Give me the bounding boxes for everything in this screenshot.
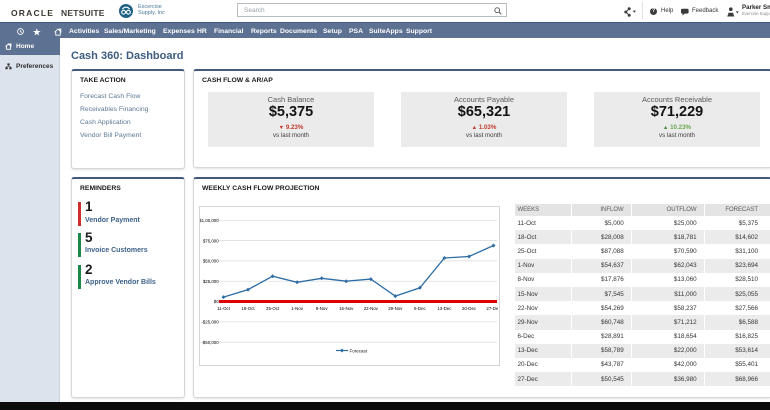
svg-text:$50,000: $50,000 <box>203 259 219 264</box>
svg-text:8-Nov: 8-Nov <box>316 306 329 311</box>
svg-text:22-Nov: 22-Nov <box>364 306 379 311</box>
svg-text:20-Dec: 20-Dec <box>462 306 477 311</box>
svg-text:25-Oct: 25-Oct <box>266 306 280 311</box>
svg-text:$75,000: $75,000 <box>203 238 219 243</box>
svg-text:-$25,000: -$25,000 <box>201 320 219 325</box>
svg-text:1-Nov: 1-Nov <box>291 306 304 311</box>
svg-text:6-Dec: 6-Dec <box>414 306 427 311</box>
svg-text:Forecast: Forecast <box>350 348 368 353</box>
svg-text:11-Oct: 11-Oct <box>217 306 231 311</box>
svg-text:$0: $0 <box>214 299 219 304</box>
svg-text:13-Dec: 13-Dec <box>437 306 452 311</box>
svg-text:29-Nov: 29-Nov <box>388 306 403 311</box>
svg-text:$25,000: $25,000 <box>203 279 219 284</box>
svg-text:18-Oct: 18-Oct <box>241 306 255 311</box>
svg-text:27-Dec: 27-Dec <box>486 306 498 311</box>
svg-text:15-Nov: 15-Nov <box>339 306 354 311</box>
svg-text:-$50,000: -$50,000 <box>201 340 219 345</box>
svg-text:$1,00,000: $1,00,000 <box>200 218 219 223</box>
